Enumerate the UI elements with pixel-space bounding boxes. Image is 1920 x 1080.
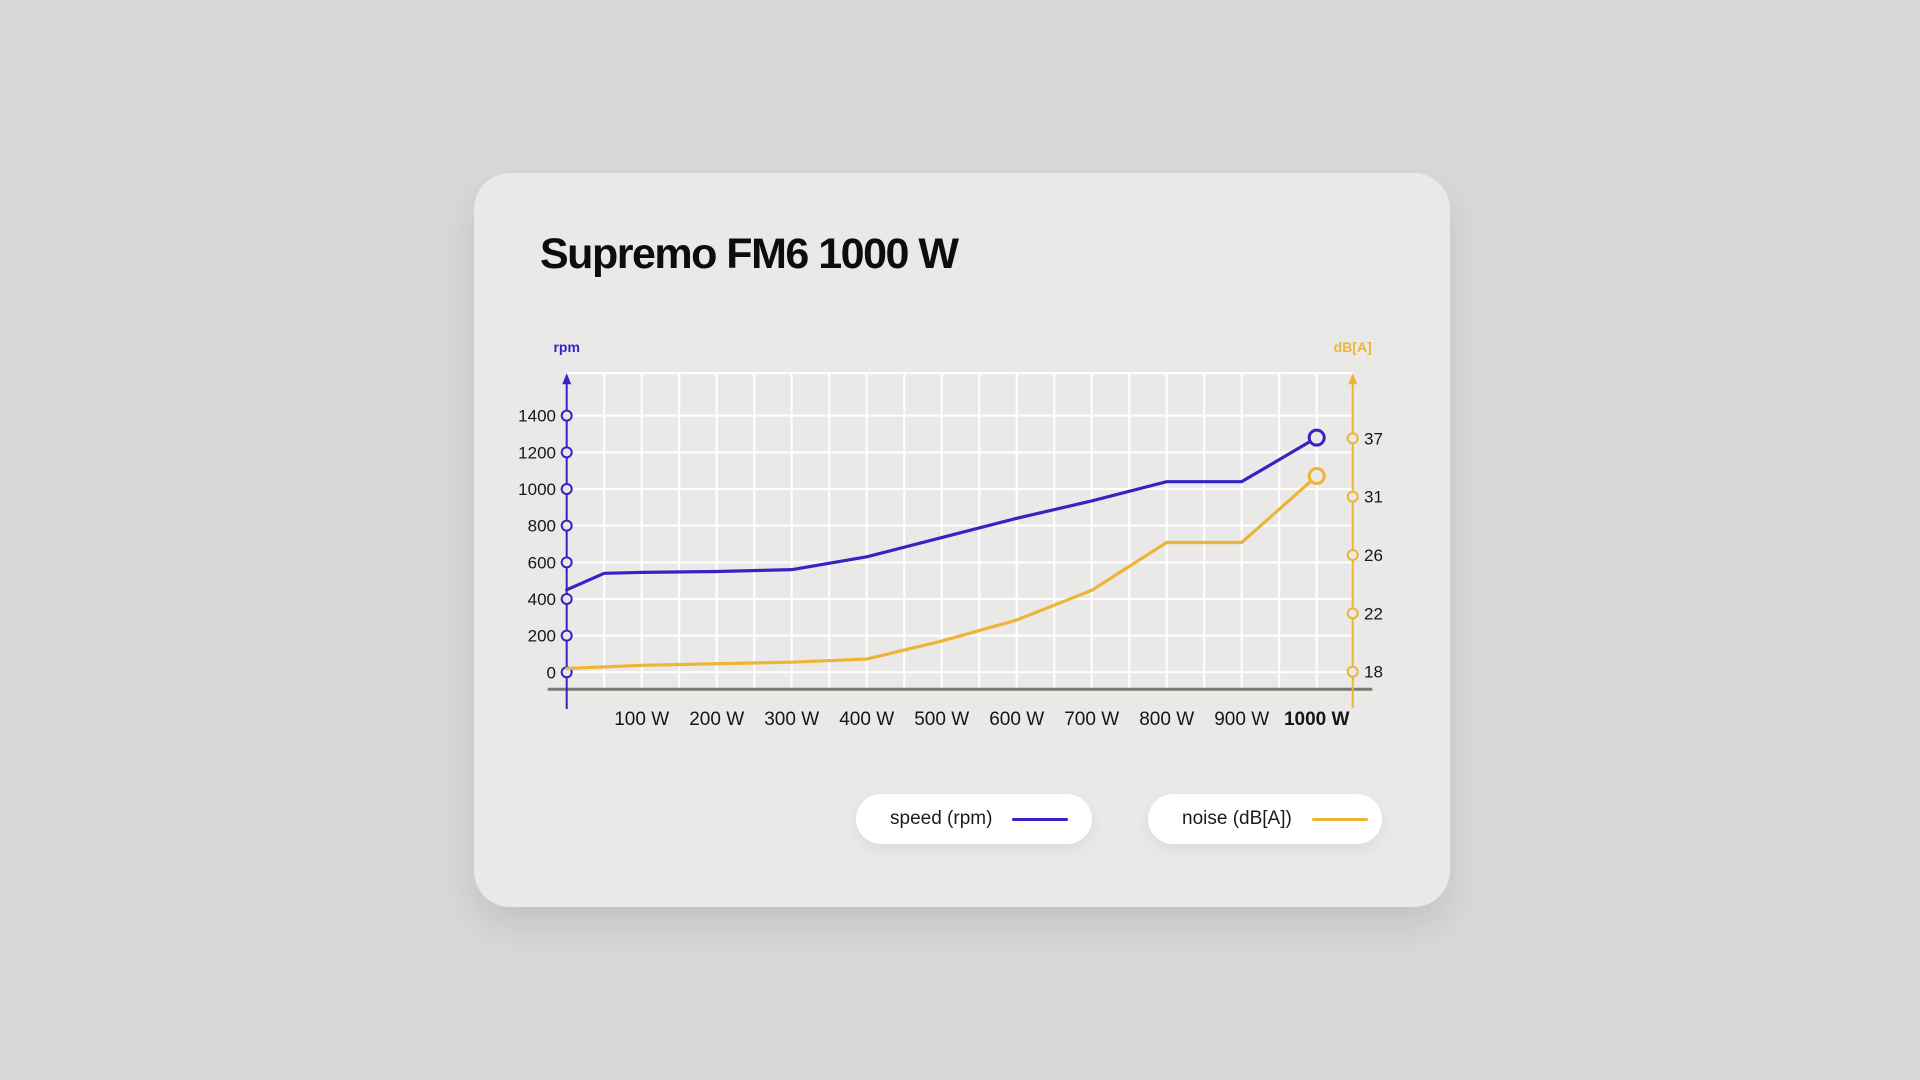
legend-swatch-speed-line (1012, 817, 1069, 821)
legend-label-speed: speed (rpm) (890, 808, 993, 829)
legend-item-speed[interactable]: speed (rpm) (856, 794, 1092, 844)
legend-label-noise: noise (dB[A]) (1182, 808, 1292, 829)
page-title: Supremo FM6 1000 W (540, 230, 959, 278)
legend: speed (rpm) noise (dB[A]) (474, 794, 1450, 844)
chart-card: Supremo FM6 1000 W speed (rpm) noise (dB… (474, 173, 1450, 907)
legend-item-noise[interactable]: noise (dB[A]) (1148, 794, 1382, 844)
legend-swatch-noise-line (1311, 817, 1368, 821)
